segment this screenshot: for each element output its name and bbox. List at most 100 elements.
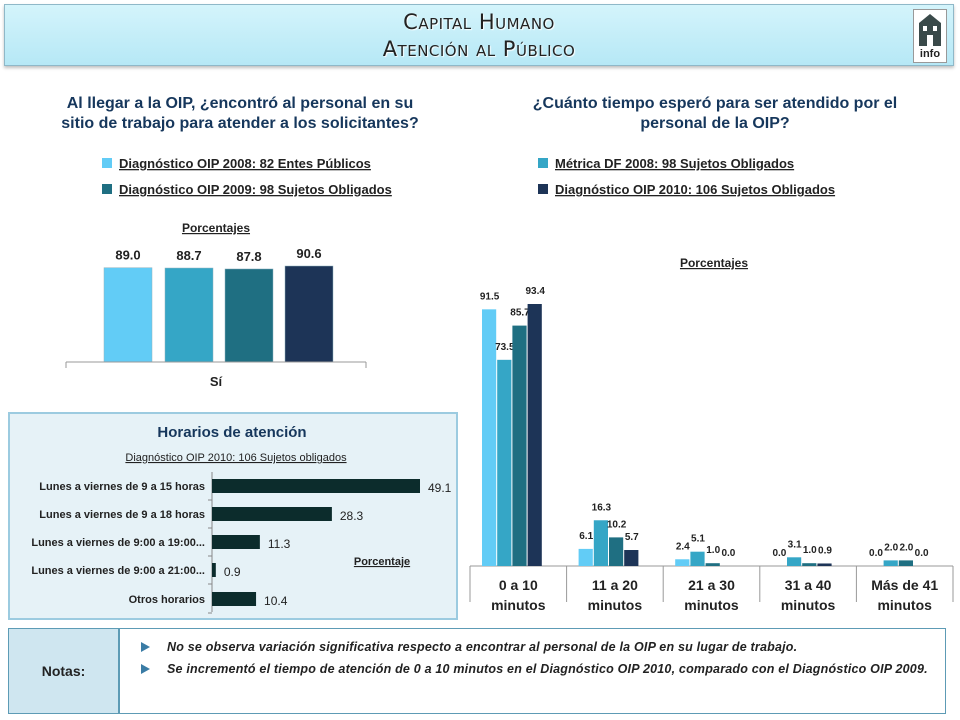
bar bbox=[527, 304, 542, 566]
legend-label: Diagnóstico OIP 2008: 82 Entes Públicos bbox=[119, 156, 371, 171]
value-label: 88.7 bbox=[176, 248, 201, 263]
category-label: minutos bbox=[781, 597, 836, 613]
category-label: 11 a 20 bbox=[592, 577, 638, 593]
value-label: 49.1 bbox=[428, 481, 452, 495]
value-label: 10.2 bbox=[607, 519, 627, 530]
value-label: 0.0 bbox=[772, 548, 786, 559]
bar bbox=[103, 267, 153, 363]
category-label: 0 a 10 bbox=[499, 577, 538, 593]
value-label: 2.0 bbox=[884, 542, 898, 553]
notes-label: Notas: bbox=[9, 629, 120, 713]
bar bbox=[212, 592, 257, 606]
value-label: 28.3 bbox=[340, 509, 364, 523]
category-label: Lunes a viernes de 9:00 a 19:00... bbox=[31, 537, 205, 549]
value-label: 0.9 bbox=[224, 565, 241, 579]
bar bbox=[164, 267, 214, 363]
notes-list: No se observa variación significativa re… bbox=[139, 637, 937, 681]
bar bbox=[212, 535, 260, 549]
category-label: Otros horarios bbox=[129, 594, 205, 606]
note-item: No se observa variación significativa re… bbox=[139, 637, 937, 657]
chart-subtitle: Porcentajes bbox=[182, 221, 250, 235]
value-label: 87.8 bbox=[236, 249, 261, 264]
bar bbox=[578, 548, 593, 566]
bar bbox=[512, 325, 527, 566]
category-label: Sí bbox=[210, 374, 223, 389]
category-label: Más de 41 bbox=[871, 577, 938, 593]
bar bbox=[802, 563, 817, 566]
legend-label: Diagnóstico OIP 2009: 98 Sujetos Obligad… bbox=[119, 182, 392, 197]
category-label: Lunes a viernes de 9:00 a 21:00... bbox=[31, 565, 205, 577]
question-2: ¿Cuánto tiempo esperó para ser atendido … bbox=[495, 94, 935, 134]
note-text: No se observa variación significativa re… bbox=[167, 640, 798, 654]
bar bbox=[898, 560, 913, 566]
bar bbox=[609, 537, 624, 566]
category-label: Lunes a viernes de 9 a 18 horas bbox=[39, 509, 205, 521]
bar bbox=[817, 563, 832, 566]
category-label: minutos bbox=[588, 597, 643, 613]
bar bbox=[624, 550, 639, 566]
value-label: 2.0 bbox=[899, 542, 913, 553]
bar bbox=[212, 507, 332, 521]
legend-swatch bbox=[102, 158, 112, 168]
value-label: 1.0 bbox=[706, 545, 720, 556]
value-label: 2.4 bbox=[676, 541, 690, 552]
value-label: 0.0 bbox=[869, 548, 883, 559]
category-label: minutos bbox=[684, 597, 739, 613]
category-label: 21 a 30 bbox=[688, 577, 735, 593]
category-label: Lunes a viernes de 9 a 15 horas bbox=[39, 481, 205, 493]
value-label: 3.1 bbox=[788, 539, 802, 550]
value-label: 0.0 bbox=[915, 548, 929, 559]
bullet-arrow-icon bbox=[141, 642, 150, 652]
bar bbox=[675, 559, 690, 566]
value-label: 89.0 bbox=[115, 248, 140, 263]
question-2-line2: personal de la OIP? bbox=[640, 115, 790, 132]
value-label: 85.7 bbox=[510, 308, 530, 319]
bar bbox=[787, 557, 802, 566]
chart-subtitle: Porcentajes bbox=[680, 256, 748, 270]
value-label: 10.4 bbox=[264, 594, 288, 608]
value-label: 1.0 bbox=[803, 545, 817, 556]
value-label: 73.5 bbox=[495, 342, 515, 353]
value-label: 5.1 bbox=[691, 534, 705, 545]
bar bbox=[593, 520, 608, 566]
bar bbox=[705, 563, 720, 566]
legend-label: Métrica DF 2008: 98 Sujetos Obligados bbox=[555, 156, 794, 171]
logo-text: info bbox=[919, 48, 941, 60]
bar bbox=[497, 359, 512, 566]
value-label: 6.1 bbox=[579, 531, 593, 542]
chart-title: Horarios de atención bbox=[157, 424, 306, 441]
bar bbox=[212, 479, 420, 493]
question-1: Al llegar a la OIP, ¿encontró al persona… bbox=[20, 94, 460, 134]
category-label: 31 a 40 bbox=[785, 577, 832, 593]
page-subtitle: Atención al Público bbox=[382, 37, 576, 61]
info-logo: info bbox=[913, 9, 947, 63]
value-label: 93.4 bbox=[525, 286, 545, 297]
legend-swatch bbox=[538, 184, 548, 194]
value-label: 90.6 bbox=[296, 246, 321, 261]
bar bbox=[690, 551, 705, 566]
value-label: 11.3 bbox=[268, 537, 291, 551]
question-1-line1: Al llegar a la OIP, ¿encontró al persona… bbox=[66, 95, 414, 112]
value-label: 91.5 bbox=[480, 291, 500, 302]
chart-annotation: Porcentaje bbox=[354, 556, 410, 568]
bullet-arrow-icon bbox=[141, 664, 150, 674]
chart-subtitle: Diagnóstico OIP 2010: 106 Sujetos obliga… bbox=[125, 452, 347, 464]
notes-panel: Notas: No se observa variación significa… bbox=[8, 628, 946, 714]
note-text: Se incrementó el tiempo de atención de 0… bbox=[167, 662, 928, 676]
value-label: 5.7 bbox=[625, 532, 639, 543]
value-label: 16.3 bbox=[592, 502, 612, 513]
question-2-line1: ¿Cuánto tiempo esperó para ser atendido … bbox=[532, 95, 898, 112]
value-label: 0.0 bbox=[721, 548, 735, 559]
legend-swatch bbox=[538, 158, 548, 168]
question-1-line2: sitio de trabajo para atender a los soli… bbox=[61, 115, 419, 132]
category-label: minutos bbox=[491, 597, 546, 613]
bar bbox=[284, 265, 334, 363]
legend-swatch bbox=[102, 184, 112, 194]
bar bbox=[883, 560, 898, 566]
page-title: Capital Humano bbox=[403, 10, 555, 34]
bar bbox=[224, 268, 274, 363]
value-label: 0.9 bbox=[818, 545, 832, 556]
header-banner: Capital Humano Atención al Público info bbox=[4, 4, 954, 66]
building-icon bbox=[919, 14, 941, 46]
